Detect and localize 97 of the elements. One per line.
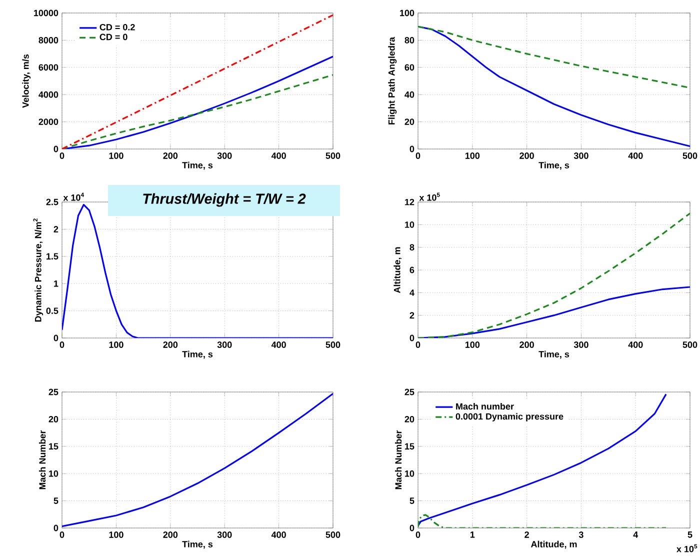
legend-label: 0.0001 Dynamic pressure xyxy=(456,413,564,422)
x-axis-title: Altitude, m xyxy=(530,540,577,549)
line-series xyxy=(418,393,667,527)
x-tick-label: 1 xyxy=(470,532,475,538)
x-tick-label: 500 xyxy=(682,152,698,159)
y-tick-label: 0 xyxy=(410,146,414,152)
x-tick-label: 200 xyxy=(163,152,178,159)
x-tick-label: 400 xyxy=(628,342,643,348)
y-tick-label: 6 xyxy=(410,266,414,274)
x-tick-label: 500 xyxy=(326,342,340,348)
y-axis-title: Velocity, m/s xyxy=(22,54,31,108)
y-axis-title: Altitude, m xyxy=(394,247,402,294)
y-tick-label: 80 xyxy=(404,37,414,44)
y-tick-label: 20 xyxy=(404,118,414,125)
x-tick-label: 400 xyxy=(271,152,286,159)
y-tick-label: 60 xyxy=(404,64,414,71)
y-tick-label: 12 xyxy=(405,198,414,206)
y-tick-label: 0 xyxy=(410,334,414,342)
y-tick-label: 0.5 xyxy=(46,308,58,314)
x-tick-label: 400 xyxy=(271,532,286,538)
x-tick-label: 0 xyxy=(416,532,420,538)
y-tick-label: 0 xyxy=(54,146,58,152)
y-tick-label: 0 xyxy=(54,334,58,342)
x-tick-label: 300 xyxy=(217,342,232,348)
line-series xyxy=(418,212,690,338)
x-tick-label: 3 xyxy=(578,532,584,538)
x-tick-label: 2 xyxy=(524,532,529,538)
x-tick-label: 0 xyxy=(416,342,420,348)
x-tick-label: 100 xyxy=(109,342,124,348)
x-tick-label: 200 xyxy=(163,342,178,348)
x-tick-label: 500 xyxy=(326,532,340,538)
y-tick-label: 5 xyxy=(410,498,414,504)
line-series xyxy=(62,74,334,149)
x-tick-label: 0 xyxy=(60,342,64,348)
y-tick-label: 10 xyxy=(405,470,414,477)
y-tick-label: 4 xyxy=(410,290,414,296)
y-tick-label: 8 xyxy=(410,244,414,251)
y-tick-label: 25 xyxy=(48,388,58,396)
x-tick-label: 200 xyxy=(520,342,534,348)
line-series xyxy=(62,392,334,528)
x-tick-label: 200 xyxy=(163,532,178,538)
x-tick-label: 300 xyxy=(217,532,232,538)
y-tick-label: 5 xyxy=(54,498,58,504)
y-axis-title: Mach Number xyxy=(38,430,46,490)
y-tick-label: 15 xyxy=(405,443,414,450)
x-tick-label: 4 xyxy=(633,532,638,538)
x-axis-title: Time, s xyxy=(538,350,570,359)
y-tick-label: 6000 xyxy=(38,64,58,71)
x-tick-label: 200 xyxy=(520,152,534,159)
text: x 10$^{5}$ xyxy=(676,544,698,552)
x-axis-title: Time, s xyxy=(182,350,213,359)
y-tick-label: 8000 xyxy=(38,37,58,44)
y-tick-label: 20 xyxy=(48,416,58,422)
y-tick-label: 1.5 xyxy=(46,253,58,260)
y-tick-label: 2 xyxy=(54,226,58,232)
legend-label: Mach number xyxy=(456,403,514,410)
y-axis-title: Flight Path Angledra xyxy=(388,36,397,124)
y-tick-label: 2.5 xyxy=(46,198,58,206)
text: x 10$^{5}$ xyxy=(419,192,440,201)
x-tick-label: 300 xyxy=(574,152,588,159)
x-tick-label: 500 xyxy=(326,152,340,159)
y-tick-label: 100 xyxy=(400,10,414,16)
y-axis-title: Mach Number xyxy=(394,430,402,490)
annotation: Thrust/Weight = T/W = 2 xyxy=(143,193,306,207)
x-axis-title: Time, s xyxy=(538,162,570,170)
y-axis-title: Dynamic Pressure, N/m$^{2}$ xyxy=(33,218,44,322)
text: x 10$^{4}$ xyxy=(63,192,84,201)
y-tick-label: 1 xyxy=(54,280,58,287)
y-tick-label: 15 xyxy=(49,443,58,450)
y-tick-label: 10000 xyxy=(34,10,58,16)
x-tick-label: 100 xyxy=(465,342,480,348)
y-tick-label: 10 xyxy=(49,470,58,477)
y-tick-label: 25 xyxy=(404,388,414,396)
x-tick-label: 100 xyxy=(109,152,124,159)
y-tick-label: 20 xyxy=(404,416,414,422)
x-tick-label: 100 xyxy=(465,152,480,159)
x-tick-label: 0 xyxy=(60,532,64,538)
x-tick-label: 300 xyxy=(574,342,588,348)
x-tick-label: 0 xyxy=(60,152,64,159)
x-tick-label: 500 xyxy=(682,342,698,348)
y-tick-label: 40 xyxy=(404,91,414,98)
x-tick-label: 0 xyxy=(416,152,420,159)
y-tick-label: 2000 xyxy=(38,118,58,125)
x-tick-label: 300 xyxy=(217,152,232,159)
y-tick-label: 0 xyxy=(54,524,58,532)
legend-label: CD = 0 xyxy=(100,34,128,40)
x-axis-title: Time, s xyxy=(182,540,213,549)
y-tick-label: 10 xyxy=(405,221,414,228)
x-tick-label: 5 xyxy=(688,532,692,538)
x-tick-label: 100 xyxy=(109,532,124,538)
y-tick-label: 0 xyxy=(410,524,414,532)
y-tick-label: 2 xyxy=(410,312,414,318)
x-axis-title: Time, s xyxy=(182,162,213,170)
y-tick-label: 4000 xyxy=(38,91,58,98)
legend-label: CD = 0.2 xyxy=(100,24,135,30)
x-tick-label: 400 xyxy=(628,152,643,159)
x-tick-label: 400 xyxy=(271,342,286,348)
